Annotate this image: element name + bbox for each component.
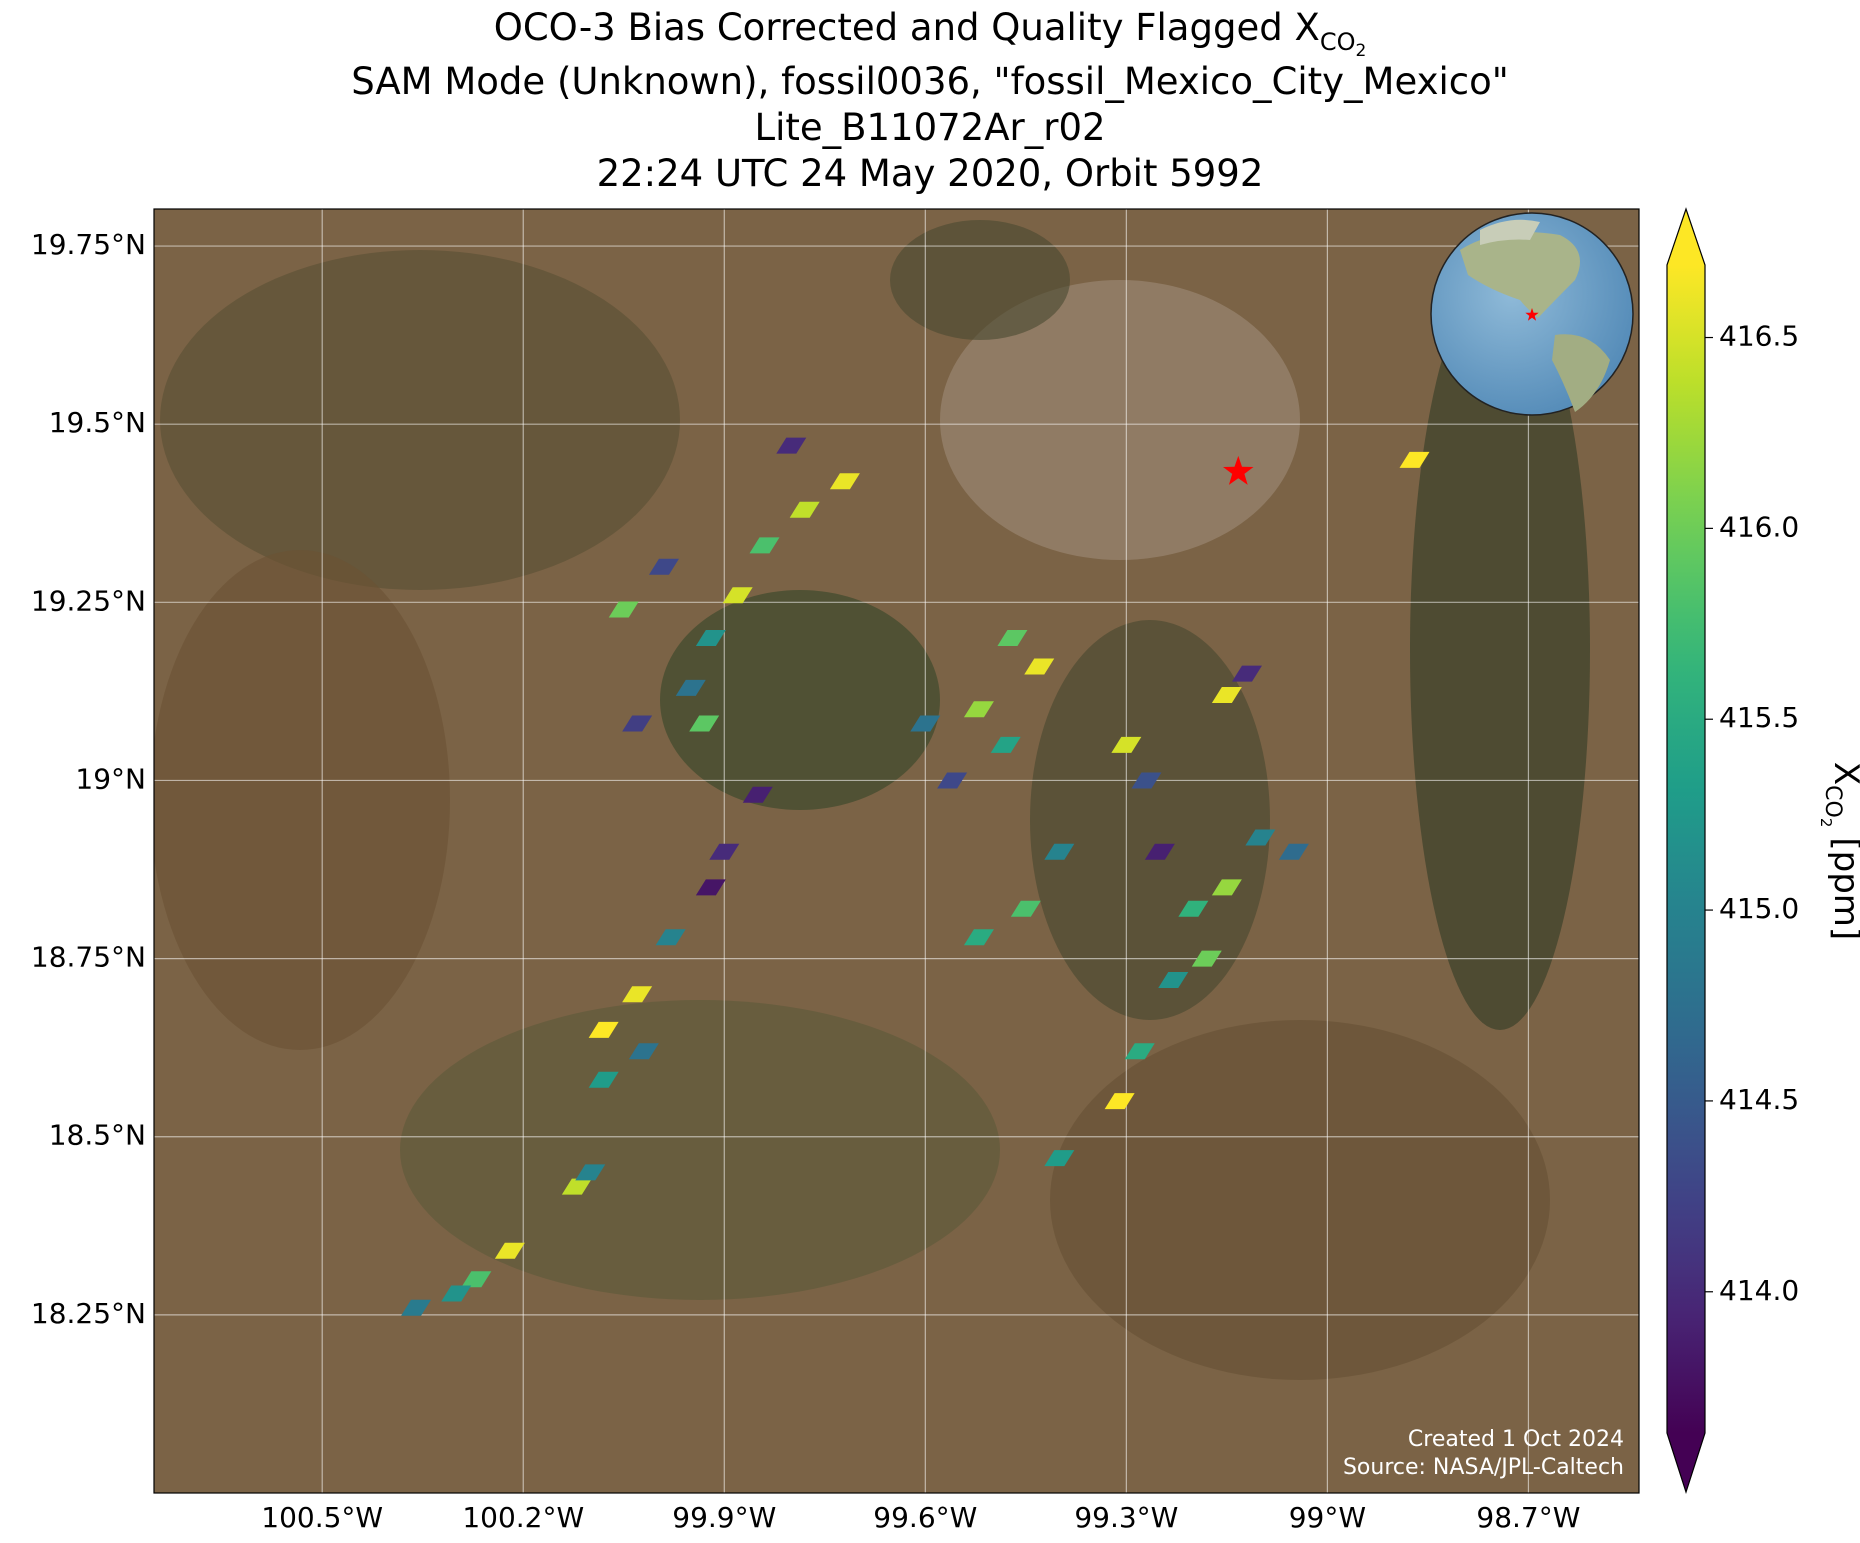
sounding [648,558,679,575]
colorbar: 414.0 414.5 415.0 415.5 416.0 416.5 [1666,207,1799,1494]
sounding [749,537,780,554]
sounding [1178,900,1209,917]
sounding [1399,451,1430,468]
sounding [829,473,860,490]
x-tick-label: 99.3°W [1074,1501,1178,1534]
grid [154,209,1639,1493]
sounding [1245,829,1276,846]
colorbar-tick-label: 414.0 [1719,1274,1799,1307]
target-marker [1223,455,1254,485]
x-tick-label: 99.9°W [672,1501,776,1534]
x-tick-label: 99.6°W [873,1501,977,1534]
y-tick-label: 18.75°N [31,941,146,974]
note: Source: NASA/JPL-Caltech [1343,1455,1624,1480]
sounding [622,986,653,1003]
sounding [1044,843,1075,860]
sounding [1131,772,1162,789]
sounding [1044,1150,1075,1167]
sounding [1158,971,1189,988]
sounding [575,1164,606,1181]
sounding [695,629,726,646]
y-tick-label: 18.25°N [31,1297,146,1330]
sounding [1124,1043,1155,1060]
soundings [401,359,1544,1316]
note: Created 1 Oct 2024 [1408,1427,1624,1452]
x-tick-label: 100.5°W [261,1501,383,1534]
x-tick-label: 98.7°W [1476,1501,1580,1534]
title-line: Lite_B11072Ar_r02 [754,106,1105,149]
colorbar-extend [1667,1433,1705,1492]
sounding [1231,665,1262,682]
sounding [461,1271,492,1288]
sounding [1211,879,1242,896]
colorbar-tick-label: 414.5 [1719,1083,1799,1116]
colorbar-frame [1666,207,1706,1494]
y-tick-label: 18.5°N [49,1119,146,1152]
sounding [441,1285,472,1302]
title-line: 22:24 UTC 24 May 2020, Orbit 5992 [597,152,1264,195]
labels: OCO-3 Bias Corrected and Quality Flagged… [31,6,1860,1534]
sounding [1211,686,1242,703]
sounding [963,701,994,718]
colorbar-body [1667,265,1705,1433]
sounding [910,715,941,732]
sounding [776,437,807,454]
sounding [997,629,1028,646]
sounding [494,1242,525,1259]
sounding [990,736,1021,753]
y-tick-label: 19.5°N [49,406,146,439]
sounding [722,587,753,604]
sounding [742,786,773,803]
sounding [588,1071,619,1088]
sounding [689,715,720,732]
colorbar-label: XCO2[ppm] [1817,762,1860,940]
sounding [1111,736,1142,753]
sounding [1104,1093,1135,1110]
sounding [1278,843,1309,860]
sounding [1010,900,1041,917]
sounding [1144,843,1175,860]
sounding [789,501,820,518]
sounding [695,879,726,896]
globe-target [1525,308,1539,321]
y-tick-label: 19°N [75,762,146,795]
sounding [588,1021,619,1038]
colorbar-extend [1667,209,1705,265]
x-tick-label: 100.2°W [462,1501,584,1534]
sounding [937,772,968,789]
y-tick-label: 19.75°N [31,228,146,261]
sounding [401,1299,432,1316]
title-line: OCO-3 Bias Corrected and Quality Flagged… [494,6,1367,61]
sounding [1024,658,1055,675]
colorbar-tick-label: 415.0 [1719,892,1799,925]
colorbar-tick-label: 416.5 [1719,320,1799,353]
sounding [709,843,740,860]
colorbar-tick-label: 416.0 [1719,510,1799,543]
map-frame [153,208,1640,1494]
sounding [561,1178,592,1195]
y-tick-label: 19.25°N [31,584,146,617]
basemap [154,209,1639,1493]
sounding [628,1043,659,1060]
x-tick-label: 99°W [1289,1501,1366,1534]
title-line: SAM Mode (Unknown), fossil0036, "fossil_… [351,60,1509,103]
sounding [608,601,639,618]
sounding [1191,950,1222,967]
sounding [675,679,706,696]
sounding [622,715,653,732]
sounding [655,929,686,946]
sounding [963,929,994,946]
colorbar-tick-label: 415.5 [1719,701,1799,734]
